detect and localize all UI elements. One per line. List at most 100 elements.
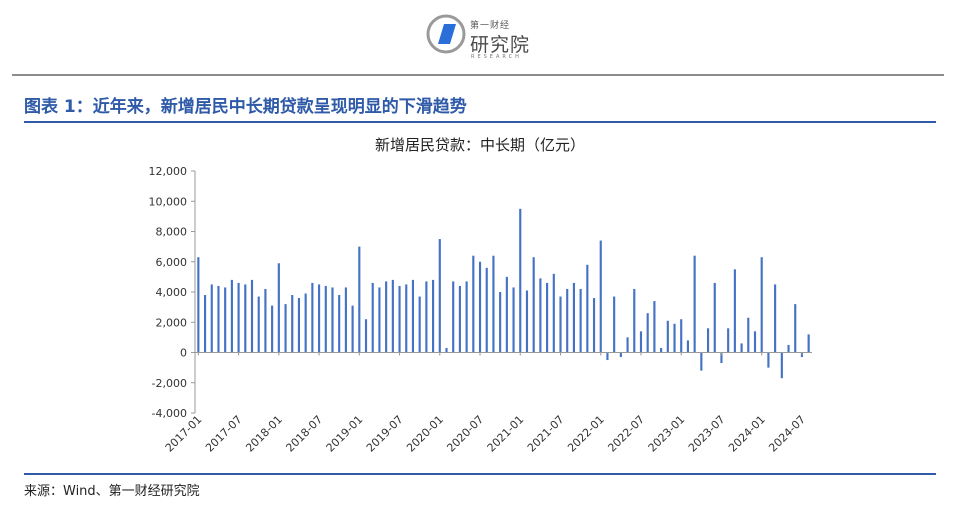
- brand-logo: 第一财经 研究院 RESEARCH: [424, 12, 544, 62]
- bar-2022-01: [599, 240, 602, 353]
- bar-2022-04: [619, 352, 622, 358]
- x-tick-label: 2021-01: [485, 413, 527, 455]
- bar-2023-01: [680, 319, 683, 353]
- bar-2020-10: [499, 292, 502, 353]
- footer-divider: [24, 473, 936, 475]
- bar-2020-03: [452, 281, 455, 353]
- bar-2021-03: [532, 257, 535, 353]
- bar-2023-02: [686, 340, 690, 353]
- bar-2022-07: [639, 331, 643, 353]
- bar-2017-04: [217, 285, 220, 353]
- bar-2017-10: [257, 296, 260, 353]
- bar-2021-01: [519, 208, 522, 353]
- bar-2024-02: [767, 352, 770, 368]
- bar-2017-07: [237, 282, 240, 353]
- bar-2024-08: [807, 334, 810, 353]
- bar-2017-06: [230, 279, 233, 353]
- y-axis: -4,000 -2,000 0 2,000 4,000 6,000 8,000 10,000 1…: [149, 165, 196, 420]
- bar-2022-09: [653, 301, 656, 353]
- bar-2022-11: [666, 320, 669, 353]
- x-tick-label: 2019-07: [364, 413, 406, 455]
- bar-2023-05: [706, 328, 710, 353]
- chart-title: 新增居民贷款：中长期（亿元）: [375, 136, 585, 154]
- x-tick-label: 2024-07: [766, 413, 808, 455]
- y-tick-label: 0: [180, 347, 187, 360]
- x-tick-label: 2022-07: [605, 413, 647, 455]
- x-tick-label: 2017-07: [203, 413, 245, 455]
- bar-2019-05: [385, 281, 388, 353]
- x-tick-label: 2023-01: [646, 413, 688, 455]
- bar-2018-05: [304, 293, 307, 353]
- bar-2024-01: [760, 257, 763, 353]
- logo-english-text: RESEARCH: [471, 54, 522, 60]
- bar-2021-12: [592, 298, 596, 353]
- bar-2023-10: [740, 343, 743, 353]
- y-tick-label: 10,000: [149, 195, 188, 208]
- bar-2019-04: [378, 287, 381, 353]
- bar-2017-02: [203, 295, 207, 353]
- bar-2018-12: [351, 305, 354, 353]
- bar-2024-04: [780, 352, 783, 379]
- bar-2018-09: [331, 287, 334, 353]
- bar-2023-07: [720, 352, 723, 364]
- first-financial-logo-icon: [426, 14, 466, 54]
- logo-big-text: 研究院: [470, 34, 531, 56]
- bar-2023-04: [700, 352, 703, 371]
- bar-2018-04: [297, 298, 301, 353]
- bar-2020-06: [472, 255, 475, 353]
- bar-2024-06: [794, 304, 797, 353]
- bar-2018-11: [344, 287, 347, 353]
- x-tick-label: 2020-01: [404, 413, 446, 455]
- bar-2019-09: [411, 279, 415, 353]
- bar-2023-11: [747, 317, 750, 353]
- bar-2021-05: [546, 282, 549, 353]
- bar-2021-11: [586, 264, 589, 353]
- y-tick-label: 6,000: [156, 256, 188, 269]
- bar-2017-05: [224, 287, 227, 353]
- bar-2020-02: [445, 347, 448, 353]
- bar-2017-01: [197, 257, 200, 353]
- bar-2017-09: [250, 279, 254, 353]
- bar-2019-12: [432, 279, 435, 353]
- bar-2018-10: [338, 295, 341, 353]
- bar-2021-04: [539, 278, 542, 353]
- bar-2020-05: [465, 281, 468, 353]
- x-tick-label: 2022-01: [565, 413, 607, 455]
- header-divider: [12, 74, 944, 76]
- bar-2020-04: [458, 285, 461, 353]
- bar-2024-03: [774, 284, 777, 353]
- bar-2019-07: [398, 285, 401, 353]
- x-tick-label: 2019-01: [324, 413, 366, 455]
- bar-2017-11: [264, 288, 267, 353]
- bar-2018-07: [317, 284, 321, 353]
- bar-series: [197, 208, 810, 379]
- y-tick-label: -2,000: [152, 377, 187, 390]
- bar-2019-03: [371, 282, 374, 353]
- bar-2023-08: [727, 328, 730, 353]
- y-tick-label: 4,000: [156, 286, 188, 299]
- y-tick-label: 8,000: [156, 226, 188, 239]
- bar-2017-03: [210, 284, 213, 353]
- bar-2019-10: [418, 296, 421, 353]
- x-axis: 2017-012017-072018-012018-072019-012019-…: [163, 352, 812, 455]
- bar-2020-01: [438, 239, 441, 353]
- x-tick-label: 2024-01: [726, 413, 768, 455]
- bar-2020-11: [505, 276, 508, 353]
- bar-2019-11: [425, 281, 428, 353]
- y-tick-label: 12,000: [149, 165, 188, 178]
- x-tick-label: 2018-07: [283, 413, 325, 455]
- bar-2018-03: [291, 295, 294, 353]
- bar-2018-02: [284, 304, 287, 353]
- bar-2019-02: [364, 319, 368, 353]
- x-tick-label: 2021-07: [525, 413, 567, 455]
- title-divider: [24, 121, 936, 123]
- y-tick-label: -4,000: [152, 407, 187, 420]
- bar-2022-12: [673, 323, 676, 353]
- bar-2022-03: [613, 296, 616, 353]
- bar-2020-12: [512, 287, 515, 353]
- bar-2020-09: [492, 255, 495, 353]
- bar-2020-07: [478, 261, 482, 353]
- bar-2020-08: [485, 267, 488, 353]
- logo-small-text: 第一财经: [470, 21, 511, 31]
- bar-2022-08: [646, 313, 649, 353]
